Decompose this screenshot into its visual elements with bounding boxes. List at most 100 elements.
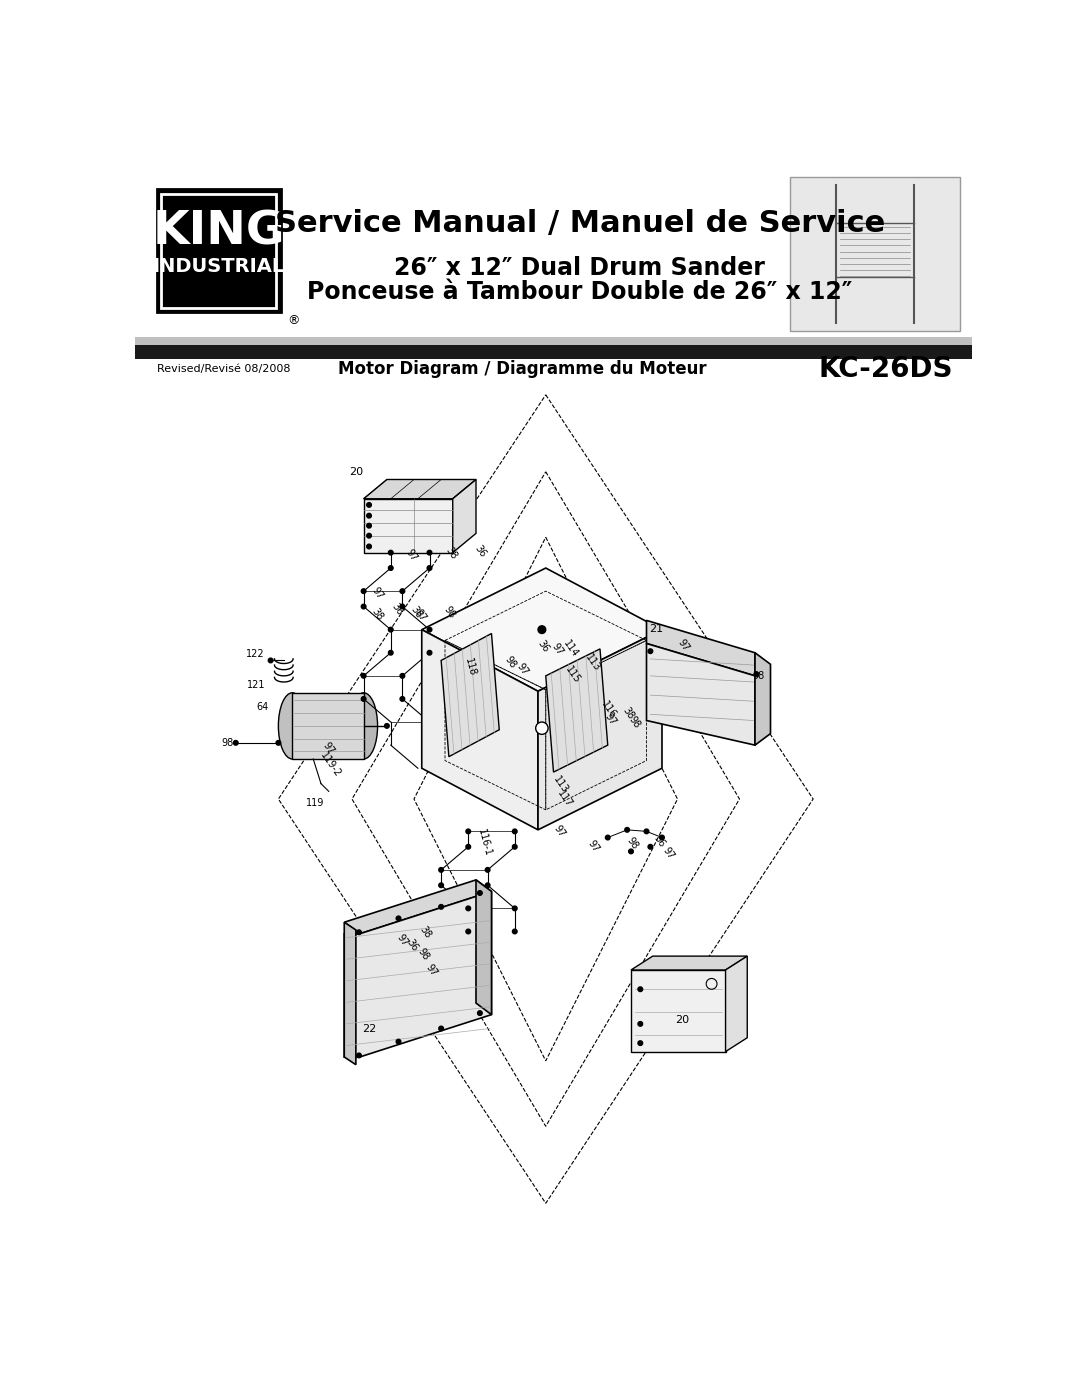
Text: 115: 115 — [564, 665, 582, 686]
Circle shape — [648, 844, 652, 849]
Text: 97: 97 — [423, 963, 438, 979]
Polygon shape — [647, 644, 755, 745]
Circle shape — [396, 916, 401, 921]
Text: 97: 97 — [515, 661, 530, 676]
Circle shape — [389, 651, 393, 655]
Circle shape — [233, 740, 238, 745]
Text: Service Manual / Manuel de Service: Service Manual / Manuel de Service — [274, 208, 885, 237]
Circle shape — [648, 648, 652, 654]
Circle shape — [400, 673, 405, 678]
Text: 98: 98 — [625, 835, 640, 852]
Circle shape — [512, 828, 517, 834]
Polygon shape — [726, 956, 747, 1052]
Text: Revised/Revisé 08/2008: Revised/Revisé 08/2008 — [157, 365, 291, 374]
Circle shape — [384, 724, 389, 728]
Circle shape — [367, 524, 372, 528]
Circle shape — [538, 626, 545, 633]
Text: 117: 117 — [555, 788, 573, 809]
Circle shape — [465, 929, 471, 933]
Text: 98: 98 — [442, 605, 457, 620]
Text: 97: 97 — [404, 548, 419, 563]
Polygon shape — [345, 891, 491, 1058]
Text: 20: 20 — [349, 467, 363, 476]
Text: 98: 98 — [221, 738, 233, 747]
Text: 38: 38 — [370, 606, 386, 622]
Circle shape — [465, 844, 471, 849]
Text: 97: 97 — [676, 638, 691, 654]
Circle shape — [512, 929, 517, 933]
Circle shape — [362, 673, 366, 678]
Text: 20: 20 — [675, 1016, 689, 1025]
Circle shape — [485, 868, 490, 872]
Circle shape — [268, 658, 273, 662]
Polygon shape — [293, 693, 364, 759]
Text: 113: 113 — [551, 775, 570, 795]
Polygon shape — [647, 620, 755, 676]
Text: 36: 36 — [405, 937, 420, 953]
Polygon shape — [364, 499, 453, 553]
Polygon shape — [157, 189, 281, 313]
Text: 98: 98 — [752, 671, 765, 680]
Text: 97: 97 — [370, 585, 386, 601]
Circle shape — [638, 986, 643, 992]
Circle shape — [389, 566, 393, 570]
Text: KC-26DS: KC-26DS — [819, 355, 953, 383]
Circle shape — [356, 1053, 362, 1058]
Text: 97: 97 — [321, 740, 336, 756]
Circle shape — [438, 904, 444, 909]
Polygon shape — [422, 569, 662, 692]
Text: 97: 97 — [604, 711, 619, 726]
Circle shape — [276, 740, 281, 745]
Text: 38: 38 — [444, 545, 459, 562]
Circle shape — [512, 844, 517, 849]
Circle shape — [356, 930, 362, 935]
Text: 36: 36 — [651, 834, 666, 849]
Polygon shape — [631, 970, 726, 1052]
Circle shape — [428, 566, 432, 570]
Circle shape — [606, 835, 610, 840]
Circle shape — [536, 722, 548, 735]
Circle shape — [428, 651, 432, 655]
Text: 98: 98 — [502, 655, 517, 671]
Circle shape — [754, 672, 759, 676]
Circle shape — [644, 828, 649, 834]
Circle shape — [389, 550, 393, 555]
Circle shape — [477, 891, 482, 895]
Text: 38: 38 — [621, 705, 636, 721]
Text: 97: 97 — [552, 823, 567, 840]
Ellipse shape — [350, 693, 378, 759]
Circle shape — [465, 907, 471, 911]
Text: ®: ® — [287, 313, 299, 327]
Text: Motor Diagram / Diagramme du Moteur: Motor Diagram / Diagramme du Moteur — [338, 360, 706, 379]
Circle shape — [512, 907, 517, 911]
Circle shape — [477, 1011, 482, 1016]
Polygon shape — [453, 479, 476, 553]
Circle shape — [465, 828, 471, 834]
Text: 122: 122 — [246, 648, 265, 658]
Text: 38: 38 — [417, 925, 432, 940]
Circle shape — [438, 868, 444, 872]
Polygon shape — [441, 633, 499, 757]
Text: 97: 97 — [394, 932, 410, 949]
Circle shape — [428, 627, 432, 631]
Text: 97: 97 — [661, 845, 676, 861]
Circle shape — [396, 1039, 401, 1044]
Circle shape — [400, 697, 405, 701]
Circle shape — [400, 605, 405, 609]
Polygon shape — [135, 168, 972, 345]
Text: 22: 22 — [362, 1024, 376, 1034]
Circle shape — [389, 627, 393, 631]
Circle shape — [428, 550, 432, 555]
Text: 118: 118 — [462, 657, 477, 676]
Circle shape — [538, 725, 545, 732]
Circle shape — [362, 588, 366, 594]
Circle shape — [400, 588, 405, 594]
Circle shape — [438, 1027, 444, 1031]
Circle shape — [367, 513, 372, 518]
Ellipse shape — [279, 693, 307, 759]
Polygon shape — [345, 880, 491, 933]
Polygon shape — [631, 956, 747, 970]
Text: 21: 21 — [649, 624, 663, 634]
Text: 97: 97 — [550, 641, 565, 658]
Polygon shape — [789, 177, 960, 331]
